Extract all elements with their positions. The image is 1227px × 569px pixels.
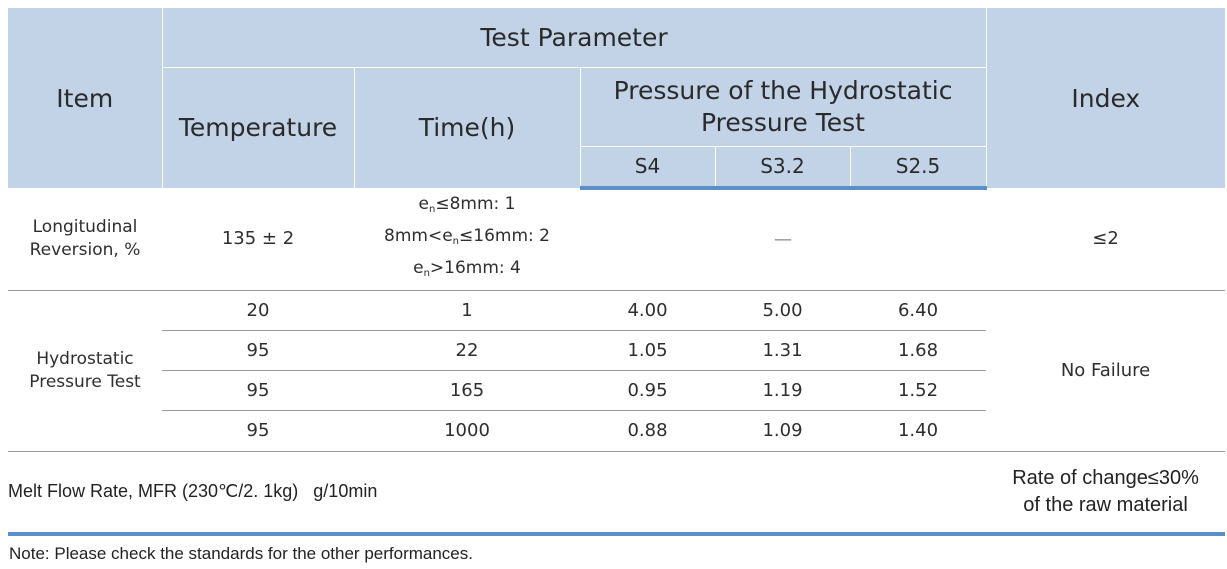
table-cell: 1000: [354, 410, 580, 452]
header-row-1: Item Test Parameter Index: [8, 8, 1226, 188]
mfr-index: Rate of change≤30% of the raw material: [986, 451, 1226, 536]
table-cell: 22: [354, 330, 580, 371]
longitudinal-pressure: —: [580, 188, 987, 291]
table-cell: 4.00: [580, 290, 715, 331]
performance-table: Item Test Parameter Index Temperature Ti…: [8, 8, 1226, 536]
table-cell: 1.31: [715, 330, 850, 371]
mfr-row: Melt Flow Rate, MFR (230℃/2. 1kg) g/10mi…: [8, 451, 1226, 536]
table-cell: 20: [162, 290, 354, 331]
longitudinal-index: ≤2: [986, 188, 1226, 291]
hydrostatic-row-1: Hydrostatic Pressure Test 20 1 4.00 5.00…: [8, 290, 1226, 452]
header-index: Index: [986, 8, 1226, 188]
table-cell: 1.52: [850, 370, 987, 411]
header-pressure-line2: Pressure Test: [701, 107, 865, 137]
table-cell: 1.40: [850, 410, 987, 452]
hydrostatic-index: No Failure: [986, 290, 1226, 452]
table-cell: 1.19: [715, 370, 850, 411]
table-cell: 1.05: [580, 330, 715, 371]
table-cell: 95: [162, 410, 354, 452]
hydrostatic-row-4: 95 1000 0.88 1.09 1.40: [8, 410, 1225, 452]
hydrostatic-item: Hydrostatic Pressure Test: [8, 290, 162, 452]
footnote: Note: Please check the standards for the…: [9, 544, 473, 563]
longitudinal-item: Longitudinal Reversion, %: [8, 188, 162, 291]
table-cell: 0.95: [580, 370, 715, 411]
table-cell: 0.88: [580, 410, 715, 452]
table-cell: 165: [354, 370, 580, 411]
header-temperature: Temperature: [162, 67, 355, 188]
longitudinal-temperature: 135 ± 2: [162, 188, 354, 291]
header-row-2: Temperature Time(h) Pressure of the Hydr…: [8, 67, 1225, 188]
longitudinal-row: Longitudinal Reversion, % 135 ± 2 en≤8mm…: [8, 188, 1226, 291]
hydrostatic-row-2: 95 22 1.05 1.31 1.68: [8, 330, 1225, 371]
header-s4: S4: [580, 146, 716, 190]
table-cell: 1.68: [850, 330, 987, 371]
header-s32: S3.2: [715, 146, 851, 190]
longitudinal-time: en≤8mm: 1 8mm<en≤16mm: 2 en>16mm: 4: [354, 188, 580, 291]
table-cell: 1: [354, 290, 580, 331]
table-cell: 95: [162, 330, 354, 371]
header-item: Item: [8, 8, 163, 188]
header-s25: S2.5: [850, 146, 987, 190]
hydrostatic-row-3: 95 165 0.95 1.19 1.52: [8, 370, 1225, 411]
header-time: Time(h): [354, 67, 581, 188]
header-pressure-line1: Pressure of the Hydrostatic: [613, 75, 953, 105]
header-test-parameter: Test Parameter: [162, 8, 987, 68]
header-pressure: Pressure of the Hydrostatic Pressure Tes…: [580, 67, 987, 147]
table-cell: 1.09: [715, 410, 850, 452]
table-cell: 95: [162, 370, 354, 411]
table-cell: 5.00: [715, 290, 850, 331]
header-row-3: S4 S3.2 S2.5: [8, 146, 1225, 190]
table-cell: 6.40: [850, 290, 987, 331]
mfr-label: Melt Flow Rate, MFR (230℃/2. 1kg) g/10mi…: [8, 451, 987, 536]
